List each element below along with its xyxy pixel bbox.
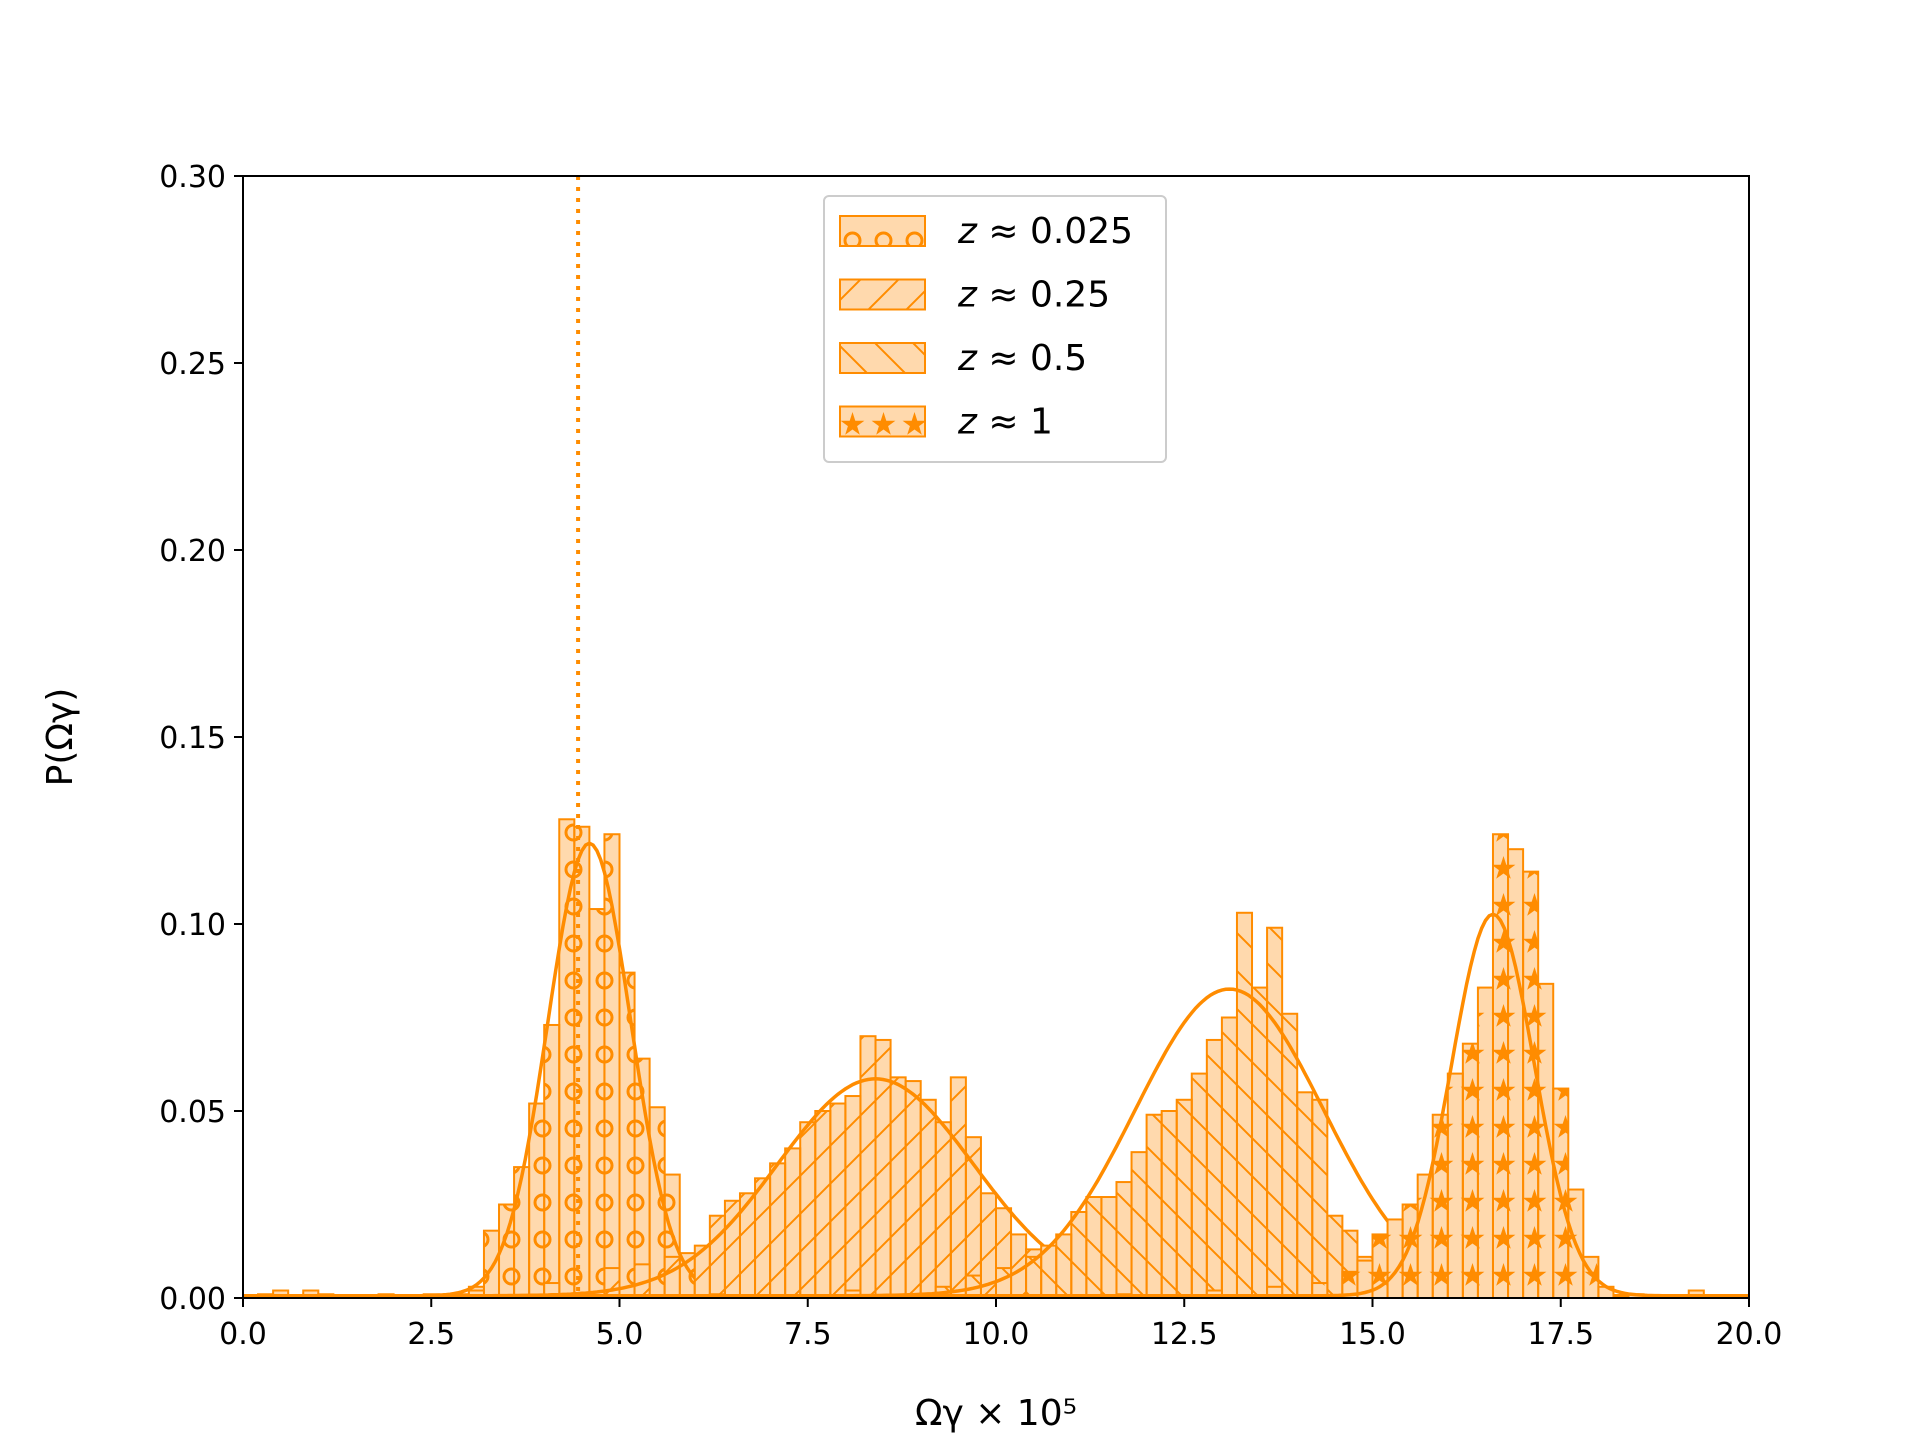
y-axis: 0.00 0.05 0.10 0.15 0.20 0.25 0.30 — [159, 160, 243, 1317]
legend-entry: z ≈ 0.5 — [839, 338, 1087, 379]
legend-entry: z ≈ 0.025 — [839, 211, 1133, 252]
legend-swatch-hatch — [839, 405, 926, 438]
x-tick-label: 2.5 — [407, 1317, 455, 1352]
x-tick-label: 17.5 — [1527, 1317, 1594, 1352]
hist-bar — [1567, 1188, 1585, 1298]
x-axis-title: Ωγ × 10⁵ — [915, 1393, 1077, 1434]
legend-entry: z ≈ 1 — [839, 402, 1053, 443]
legend-frame — [823, 195, 1167, 463]
legend-label: z ≈ 0.025 — [957, 211, 1133, 252]
legend-swatch-hatch — [839, 278, 926, 311]
legend: z ≈ 0.025 z ≈ 0.25 z ≈ 0.5 z ≈ 1 — [823, 195, 1167, 463]
legend-label: z ≈ 1 — [957, 402, 1053, 443]
legend-label: z ≈ 0.5 — [957, 338, 1087, 379]
x-axis: 0.0 2.5 5.0 7.5 10.0 12.5 15.0 17.5 20.0 — [219, 1298, 1782, 1352]
y-tick-label: 0.00 — [159, 1282, 226, 1317]
x-tick-label: 15.0 — [1339, 1317, 1406, 1352]
legend-label: z ≈ 0.25 — [957, 275, 1110, 316]
legend-entry: z ≈ 0.25 — [839, 275, 1110, 316]
hist-hatch — [709, 912, 1403, 1298]
y-tick-label: 0.15 — [159, 721, 226, 756]
x-tick-label: 10.0 — [963, 1317, 1030, 1352]
y-axis-title: P(Ωγ) — [40, 688, 81, 787]
y-tick-label: 0.05 — [159, 1095, 226, 1130]
y-tick-label: 0.10 — [159, 908, 226, 943]
x-tick-label: 0.0 — [219, 1317, 267, 1352]
fit-curve — [243, 912, 1749, 1298]
x-tick-label: 20.0 — [1716, 1317, 1783, 1352]
hist-bar — [1266, 1285, 1284, 1298]
hist-hatch — [258, 819, 725, 1298]
y-tick-label: 0.30 — [159, 160, 226, 195]
y-tick-label: 0.25 — [159, 347, 226, 382]
series-3 — [243, 833, 1749, 1298]
x-tick-label: 5.0 — [596, 1317, 644, 1352]
hist-bar — [1311, 1282, 1329, 1298]
legend-swatch-hatch — [839, 342, 926, 374]
x-tick-label: 7.5 — [784, 1317, 832, 1352]
x-tick-label: 12.5 — [1151, 1317, 1218, 1352]
legend-swatch-hatch — [839, 215, 926, 247]
y-tick-label: 0.20 — [159, 534, 226, 569]
hist-hatch — [273, 1036, 1087, 1298]
series-layer — [243, 818, 1749, 1298]
hist-bar — [543, 1282, 561, 1298]
